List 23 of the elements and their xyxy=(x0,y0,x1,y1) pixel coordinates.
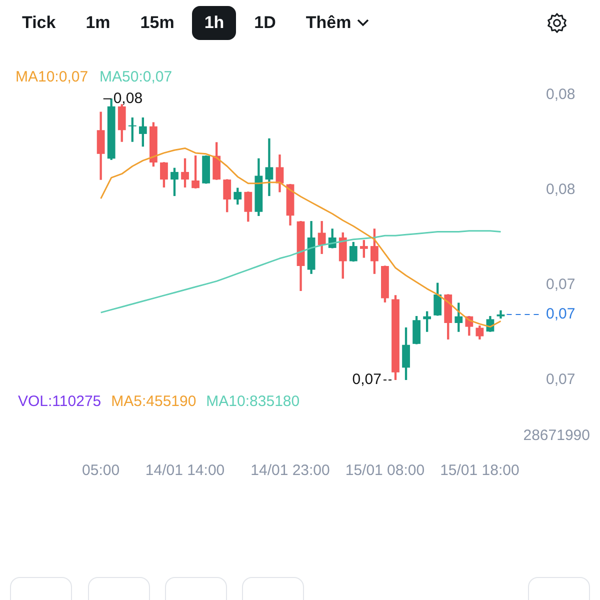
x-tick-label: 15/01 08:00 xyxy=(345,462,425,480)
text: 15m xyxy=(140,13,174,33)
text: MA10:835180 xyxy=(206,393,300,410)
text: 1h xyxy=(204,13,224,33)
text: 28671990 xyxy=(523,427,590,444)
x-tick-label: 15/01 18:00 xyxy=(440,462,520,480)
x-tick-label: 05:00 xyxy=(82,462,120,480)
y-tick-label: 0,07 xyxy=(546,371,576,388)
annotation: 0,08 xyxy=(113,90,143,107)
x-tick-label: 14/01 14:00 xyxy=(145,462,225,480)
annotation: 0,07 xyxy=(352,371,382,388)
text: 1m xyxy=(86,13,110,33)
text: MA10:0,07 xyxy=(16,68,88,86)
x-tick-label: 14/01 23:00 xyxy=(250,462,330,480)
text: MA5:455190 xyxy=(111,393,196,410)
y-tick-label: 0,07 xyxy=(546,276,576,294)
text: MA50:0,07 xyxy=(100,68,172,86)
y-tick-label: 0,08 xyxy=(546,181,576,198)
y-tick-label: 0,08 xyxy=(546,86,576,104)
text: VOL:110275 xyxy=(18,393,102,410)
text: Tick xyxy=(22,13,56,33)
text: 1D xyxy=(254,13,276,33)
text: Thêm xyxy=(306,13,352,33)
